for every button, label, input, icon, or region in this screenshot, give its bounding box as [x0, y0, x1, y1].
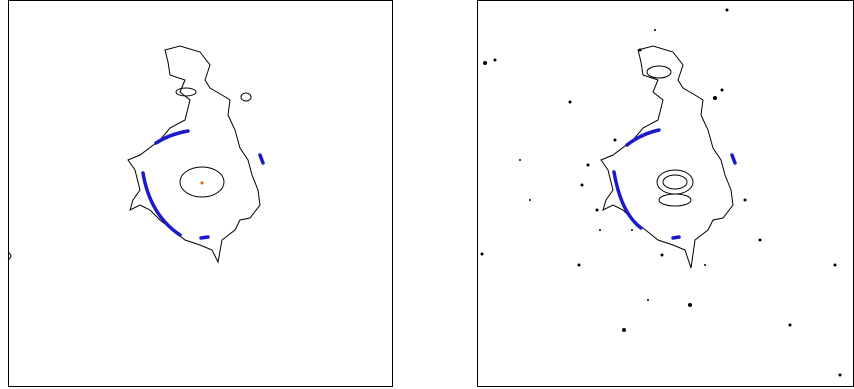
contour [600, 45, 734, 269]
contour [662, 174, 688, 190]
arc [154, 129, 190, 145]
contour [175, 87, 197, 97]
arc [258, 153, 265, 165]
arc [730, 153, 737, 165]
arc [612, 170, 643, 230]
contour [658, 193, 692, 207]
contour [179, 166, 225, 198]
left-panel [7, 0, 393, 387]
contour [240, 92, 252, 102]
contour [7, 251, 12, 261]
arc [199, 235, 210, 240]
contour-group [600, 45, 737, 269]
right-panel [477, 0, 854, 387]
panel-frame [8, 0, 393, 387]
arc [671, 235, 681, 240]
contour [646, 65, 672, 79]
noise-dots [480, 8, 842, 377]
contour [127, 45, 261, 264]
arc [625, 128, 661, 147]
panel-frame [477, 0, 854, 387]
center-dot [200, 181, 204, 185]
arc [141, 171, 182, 237]
contour [656, 169, 694, 195]
